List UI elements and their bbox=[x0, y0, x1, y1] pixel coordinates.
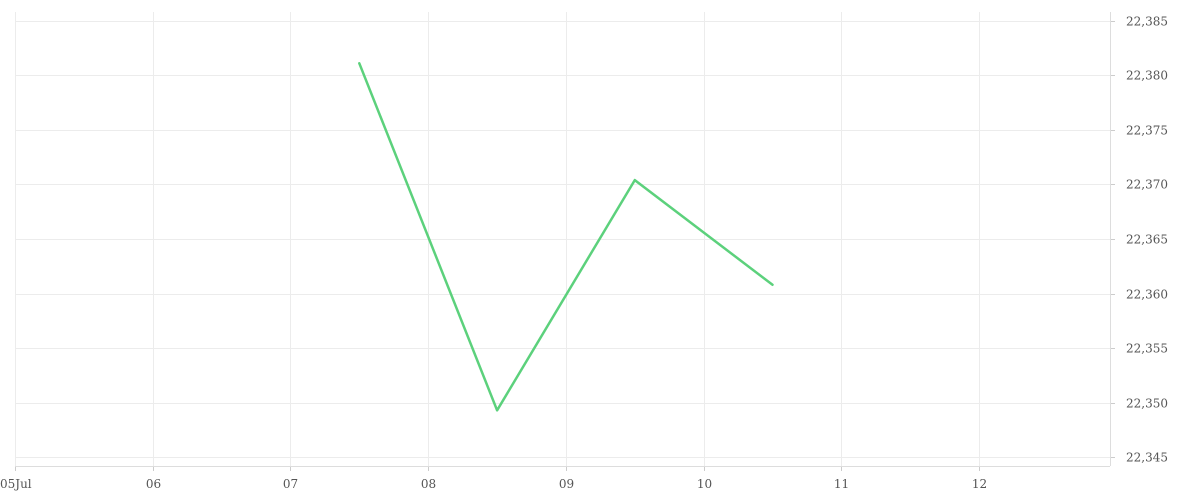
y-tick-label: 22,350 bbox=[1126, 397, 1168, 411]
x-tick-label: 06 bbox=[146, 477, 161, 491]
series bbox=[358, 62, 774, 412]
x-tick-label: 12 bbox=[972, 477, 987, 491]
y-tick-label: 22,375 bbox=[1126, 124, 1168, 138]
series-line bbox=[358, 62, 774, 412]
y-tick-label: 22,385 bbox=[1126, 15, 1168, 29]
x-tick-label: 05Jul bbox=[0, 477, 32, 491]
x-tick-label: 09 bbox=[559, 477, 574, 491]
y-tick-label: 22,360 bbox=[1126, 288, 1168, 302]
tick-labels: 22,345 22,350 22,355 22,360 22,365 22,370 22,3… bbox=[0, 15, 1168, 492]
grid bbox=[15, 12, 1110, 466]
y-tick-label: 22,345 bbox=[1126, 451, 1168, 465]
y-tick-label: 22,355 bbox=[1126, 342, 1168, 356]
x-tick-label: 11 bbox=[834, 477, 849, 491]
x-tick-label: 07 bbox=[283, 477, 298, 491]
y-tick-label: 22,370 bbox=[1126, 178, 1168, 192]
x-tick-label: 10 bbox=[697, 477, 712, 491]
x-tick-label: 08 bbox=[421, 477, 436, 491]
y-tick-label: 22,365 bbox=[1126, 233, 1168, 247]
axes bbox=[15, 12, 1115, 471]
y-tick-label: 22,380 bbox=[1126, 69, 1168, 83]
